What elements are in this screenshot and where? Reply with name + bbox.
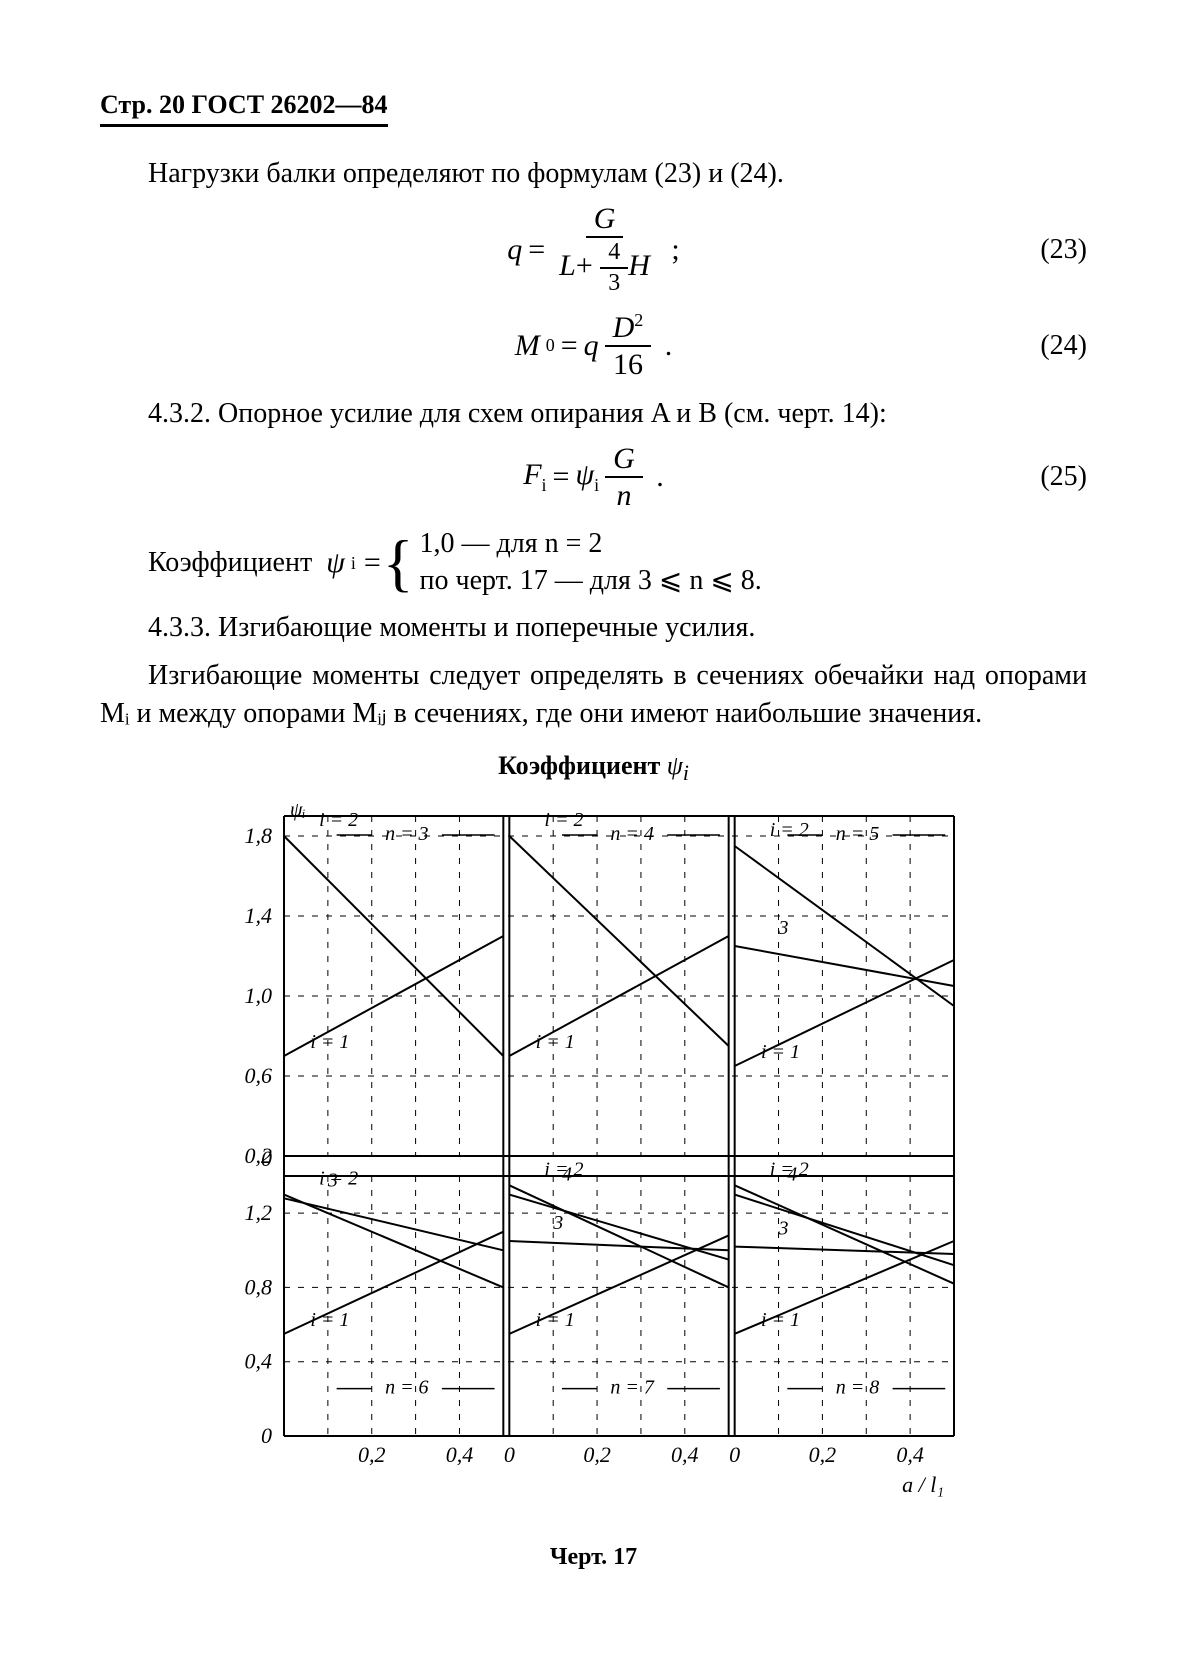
- svg-text:3: 3: [777, 1217, 788, 1239]
- section-4-3-3-a: 4.3.3. Изгибающие моменты и поперечные у…: [100, 609, 1087, 647]
- svg-text:n = 7: n = 7: [610, 1376, 654, 1398]
- equation-23: q= G L+ 43 H ; (23): [100, 203, 1087, 297]
- svg-text:i = 1: i = 1: [535, 1309, 574, 1331]
- case-1: 1,0 — для n = 2: [420, 526, 603, 562]
- page-header: Стр. 20 ГОСТ 26202—84: [100, 90, 388, 127]
- svg-text:3: 3: [777, 917, 788, 939]
- equation-25: Fi = ψi G n . (25): [100, 442, 1087, 512]
- section-4-3-2: 4.3.2. Опорное усилие для схем опирания …: [100, 395, 1087, 433]
- chart-title: Коэффициент ψi: [100, 751, 1087, 786]
- svg-text:3: 3: [326, 1169, 337, 1191]
- svg-text:n = 5: n = 5: [835, 823, 879, 845]
- svg-text:0,2: 0,2: [808, 1442, 836, 1467]
- svg-text:0: 0: [729, 1442, 740, 1467]
- coefficient-label: Коэффициент: [148, 544, 312, 582]
- svg-text:i = 1: i = 1: [310, 1309, 349, 1331]
- svg-text:i = 1: i = 1: [535, 1031, 574, 1053]
- svg-text:n = 6: n = 6: [385, 1376, 429, 1398]
- coefficient-cases: Коэффициент ψi = { 1,0 — для n = 2 по че…: [148, 526, 1087, 599]
- svg-text:0,2: 0,2: [583, 1442, 611, 1467]
- svg-text:3: 3: [552, 1212, 563, 1234]
- svg-text:0,4: 0,4: [896, 1442, 924, 1467]
- svg-text:ψᵢ: ψᵢ: [290, 799, 306, 821]
- svg-text:1,0: 1,0: [244, 983, 272, 1008]
- svg-text:1,8: 1,8: [244, 823, 272, 848]
- svg-text:0,6: 0,6: [244, 1063, 272, 1088]
- svg-text:a / l₁: a / l₁: [902, 1472, 944, 1497]
- svg-text:1,4: 1,4: [244, 903, 272, 928]
- svg-text:i = 2: i = 2: [319, 1167, 358, 1189]
- svg-text:i = 2: i = 2: [319, 809, 358, 831]
- svg-text:n = 3: n = 3: [385, 823, 429, 845]
- svg-text:0,2: 0,2: [357, 1442, 385, 1467]
- svg-text:0: 0: [261, 1423, 272, 1448]
- svg-text:i = 1: i = 1: [760, 1041, 799, 1063]
- svg-text:0: 0: [503, 1442, 514, 1467]
- svg-text:0,4: 0,4: [244, 1349, 272, 1374]
- eq-number-23: (23): [1040, 234, 1087, 266]
- svg-text:i = 1: i = 1: [310, 1031, 349, 1053]
- equation-24: M0 =q D2 16 . (24): [100, 311, 1087, 381]
- svg-text:1,2: 1,2: [244, 1200, 272, 1225]
- section-4-3-3-b: Изгибающие моменты следует определять в …: [100, 657, 1087, 733]
- svg-text:4: 4: [561, 1163, 571, 1185]
- chart-psi-i: 0,2 0,6 1,0 1,4 1,8 ψᵢ 0 0,4 0,8 1,2 0 n = 3 i = 1 i …: [214, 796, 974, 1516]
- svg-text:0,4: 0,4: [445, 1442, 473, 1467]
- svg-text:i = 1: i = 1: [760, 1309, 799, 1331]
- case-2: по черт. 17 — для 3 ⩽ n ⩽ 8.: [420, 563, 762, 599]
- paragraph-intro: Нагрузки балки определяют по формулам (2…: [100, 155, 1087, 193]
- svg-text:4: 4: [787, 1163, 797, 1185]
- svg-text:0,4: 0,4: [671, 1442, 699, 1467]
- svg-text:0: 0: [261, 1146, 272, 1171]
- svg-text:n = 4: n = 4: [610, 823, 654, 845]
- chart-caption: Черт. 17: [100, 1544, 1087, 1571]
- svg-text:n = 8: n = 8: [835, 1376, 879, 1398]
- svg-text:i = 2: i = 2: [544, 809, 583, 831]
- svg-text:i = 2: i = 2: [769, 819, 808, 841]
- svg-text:0,8: 0,8: [244, 1274, 272, 1299]
- eq-number-24: (24): [1040, 330, 1087, 362]
- eq-number-25: (25): [1040, 461, 1087, 493]
